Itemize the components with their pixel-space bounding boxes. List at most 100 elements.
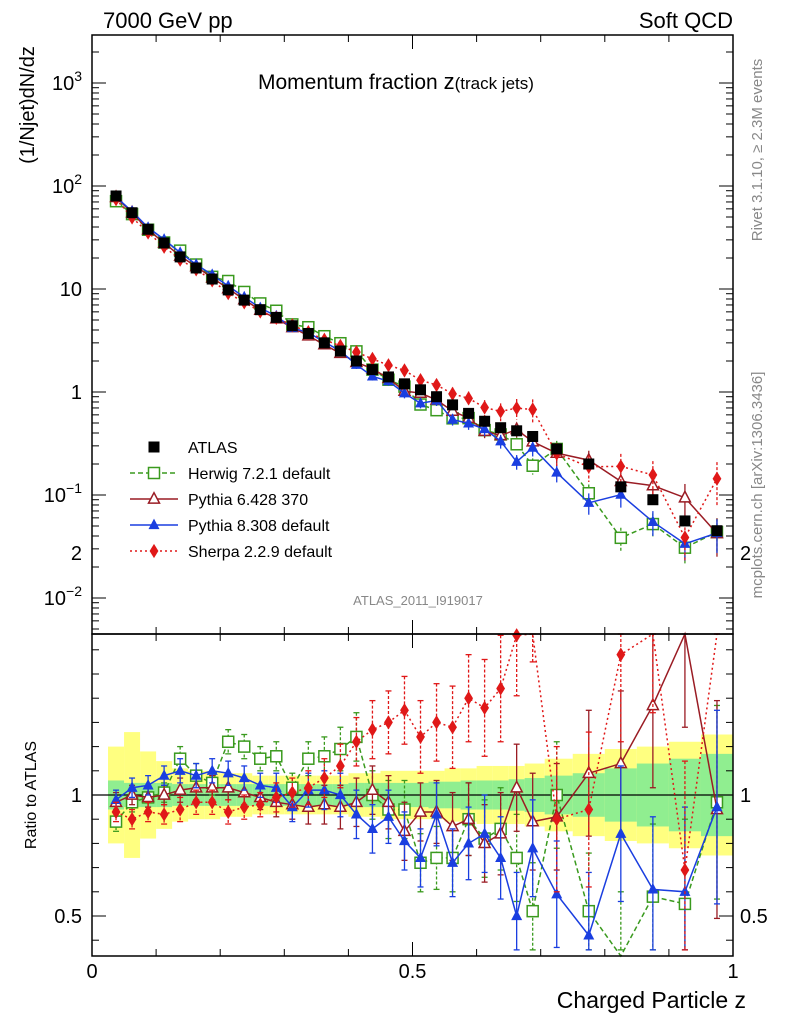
ratio-point: [287, 785, 297, 800]
ratio-point: [302, 752, 315, 765]
ratio-point: [207, 795, 217, 810]
main-point: [432, 377, 441, 393]
series-line-main: [115, 200, 718, 549]
ratio-point: [222, 766, 234, 778]
atlas-data-point: [302, 327, 314, 339]
atlas-data-point: [495, 422, 507, 434]
legend-label: ATLAS: [188, 440, 238, 457]
ratio-point: [191, 795, 201, 810]
ratio-y-tick-label: 0.5: [54, 906, 82, 928]
main-point: [512, 400, 522, 416]
ratio-y-tick-label: 1: [71, 785, 82, 807]
ratio-point: [448, 720, 457, 735]
header-process: Soft QCD: [639, 8, 733, 33]
atlas-data-point: [415, 384, 427, 396]
chart-title-main: Momentum fraction: [258, 71, 444, 94]
ratio-point: [527, 841, 539, 853]
ratio-point: [431, 808, 443, 819]
ratio-point: [303, 780, 313, 795]
atlas-data-point: [479, 415, 491, 427]
atlas-data-point: [238, 294, 250, 306]
ratio-point: [382, 810, 394, 821]
atlas-data-point: [551, 443, 563, 455]
ratio-point: [512, 628, 522, 643]
chart-title: Momentum fraction z(track jets): [258, 69, 534, 94]
legend-marker: [149, 543, 159, 559]
ratio-point: [415, 851, 427, 863]
ratio-point: [352, 734, 361, 749]
atlas-data-point: [190, 262, 202, 274]
ratio-point: [416, 729, 425, 745]
main-point: [510, 438, 523, 451]
atlas-data-point: [647, 494, 659, 506]
ratio-point: [447, 856, 459, 867]
ratio-y-tick-label-right: 1: [740, 785, 751, 807]
ratio-y-tick-label-right: 0.5: [740, 906, 768, 928]
main-point: [495, 434, 507, 446]
ratio-point: [615, 827, 627, 838]
main-point: [527, 441, 539, 452]
atlas-data-point: [318, 337, 330, 349]
atlas-data-point: [142, 223, 154, 235]
legend-entry: ATLAS: [148, 440, 238, 457]
y-tick-base: 10: [60, 279, 82, 301]
atlas-data-point: [463, 407, 475, 419]
main-point: [712, 471, 722, 486]
main-point: [496, 404, 506, 419]
ratio-point: [254, 778, 266, 790]
atlas-data-point: [382, 371, 394, 383]
ratio-point: [270, 750, 283, 763]
ratio-point: [551, 887, 563, 899]
ratio-point: [463, 837, 475, 848]
ratio-point: [174, 764, 186, 775]
ratio-y-tick-label: 2: [71, 543, 82, 565]
ratio-point: [464, 691, 473, 706]
y-tick-exponent: 3: [74, 68, 82, 84]
atlas-data-point: [126, 207, 138, 219]
main-point: [464, 391, 473, 406]
legend-marker: [147, 491, 161, 504]
ratio-point: [158, 769, 170, 780]
ratio-point: [143, 804, 153, 820]
ratio-point: [111, 804, 121, 820]
legend-label: Sherpa 2.2.9 default: [188, 544, 333, 561]
x-tick-label: 1: [727, 961, 738, 983]
y-tick-base: 10: [44, 588, 66, 610]
legend-marker: [147, 466, 161, 480]
atlas-data-point: [366, 364, 378, 376]
ratio-point: [366, 822, 378, 834]
ratio-point: [206, 764, 218, 775]
ratio-point: [552, 812, 562, 827]
y-tick-base: 1: [71, 382, 82, 404]
y-tick-exponent: 2: [74, 171, 82, 187]
x-tick-label: 0.5: [399, 961, 427, 983]
main-point: [384, 358, 393, 373]
ratio-point: [510, 851, 523, 865]
ratio-axis-label: Ratio to ATLAS: [23, 741, 40, 849]
atlas-data-point: [174, 251, 186, 263]
ratio-point: [365, 782, 380, 796]
series-line-main: [115, 196, 718, 534]
main-point: [646, 477, 660, 491]
atlas-data-point: [527, 430, 539, 442]
atlas-data-point: [615, 481, 627, 493]
rivet-version-label: Rivet 3.1.10, ≥ 2.3M events: [749, 59, 766, 242]
atlas-data-point: [206, 273, 218, 285]
ratio-point: [413, 804, 428, 817]
y-tick-label: 10: [60, 279, 82, 301]
legend: ATLAS Herwig 7.2.1 default Pythia 6.428 37…: [130, 440, 333, 561]
atlas-data-point: [334, 345, 346, 357]
analysis-watermark: ATLAS_2011_I919017: [353, 593, 483, 608]
y-tick-label: 102: [52, 171, 82, 198]
legend-label: Pythia 8.308 default: [188, 518, 330, 535]
main-point: [479, 422, 491, 434]
ratio-point: [157, 787, 171, 800]
main-point: [398, 386, 410, 398]
atlas-data-point: [711, 525, 723, 537]
ratio-point: [223, 804, 233, 820]
atlas-data-point: [350, 355, 362, 367]
main-point: [415, 396, 427, 408]
main-point: [430, 403, 443, 417]
ratio-point: [526, 904, 539, 918]
